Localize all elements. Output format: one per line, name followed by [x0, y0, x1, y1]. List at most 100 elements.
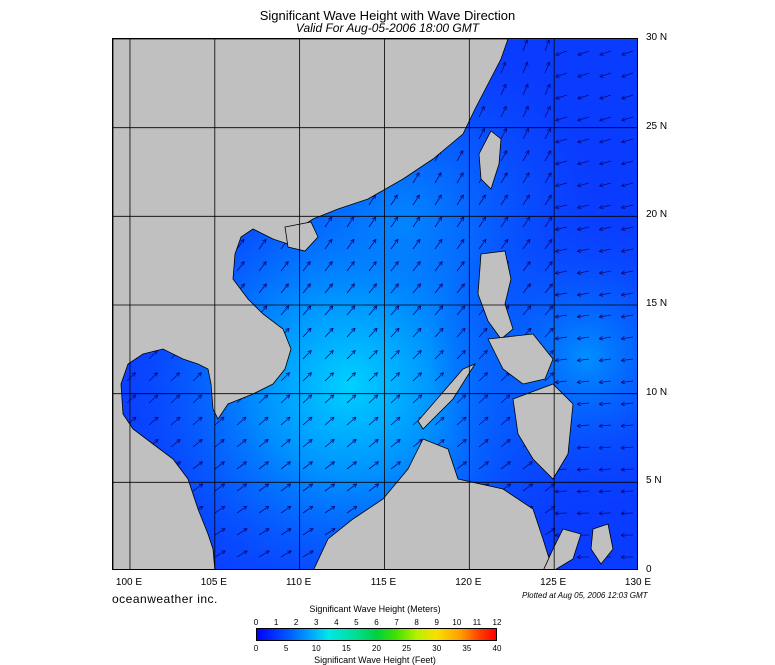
wave-arrow [412, 261, 421, 272]
wave-arrow [500, 216, 509, 228]
wave-arrow [554, 292, 568, 297]
wave-arrow [434, 238, 443, 250]
colorbar-tick-meters: 3 [314, 618, 319, 627]
wave-arrow [456, 394, 467, 404]
wave-arrow [258, 283, 267, 294]
wave-arrow [170, 416, 181, 426]
wave-arrow [576, 379, 590, 385]
wave-arrow [390, 261, 399, 272]
wave-arrow [577, 204, 590, 210]
wave-arrow [576, 314, 590, 319]
wave-arrow [576, 292, 590, 297]
wave-arrow [170, 372, 180, 382]
wave-arrow [390, 461, 401, 470]
wave-arrow [478, 238, 487, 250]
wave-arrow [621, 50, 634, 56]
wave-arrow [478, 327, 488, 338]
wave-arrow [456, 305, 466, 316]
wave-arrow [280, 416, 291, 426]
wave-arrow [412, 238, 421, 250]
wave-arrow [368, 349, 378, 360]
wave-arrow [324, 216, 333, 228]
wave-arrow [620, 511, 634, 516]
wave-arrow [236, 461, 247, 470]
wave-arrow [456, 439, 467, 448]
wave-arrow [621, 182, 634, 188]
wave-arrow [620, 379, 634, 385]
wave-arrow [620, 445, 634, 450]
longitude-label: 130 E [624, 577, 652, 588]
wave-arrow [390, 305, 400, 316]
wave-arrow [324, 505, 336, 514]
colorbar [256, 628, 497, 641]
colorbar-tick-meters: 7 [394, 618, 399, 627]
wave-arrow [412, 394, 423, 404]
wave-arrow [302, 439, 313, 448]
wave-arrow [434, 416, 445, 426]
wave-arrow [500, 416, 511, 426]
wave-arrow [280, 550, 292, 558]
colorbar-title-meters: Significant Wave Height (Meters) [309, 604, 441, 614]
wave-arrow [544, 238, 553, 250]
wave-arrow [620, 358, 634, 363]
wave-arrow [214, 550, 226, 558]
wave-arrow [412, 327, 422, 338]
wave-arrow [258, 261, 267, 272]
wave-arrow [555, 160, 568, 166]
colorbar-tick-meters: 10 [452, 618, 462, 627]
wave-arrow [620, 467, 634, 472]
wave-arrow [478, 394, 489, 404]
wave-arrow [544, 128, 551, 140]
land-borneo [313, 438, 553, 569]
wave-arrow [522, 216, 531, 228]
colorbar-tick-meters: 4 [334, 618, 339, 627]
colorbar-tick-meters: 5 [354, 618, 359, 627]
colorbar-tick-meters: 8 [414, 618, 419, 627]
wave-arrow [324, 439, 335, 448]
wave-arrow [214, 461, 225, 470]
wave-arrow [544, 105, 551, 118]
wave-arrow [192, 461, 203, 470]
wave-arrow [214, 528, 226, 536]
wave-arrow [522, 283, 531, 294]
wave-arrow [621, 72, 634, 78]
wave-arrow [576, 336, 590, 341]
wave-arrow [577, 160, 590, 166]
wave-arrow [576, 423, 590, 428]
wave-arrow [280, 461, 291, 470]
wave-arrow [346, 216, 355, 228]
wave-arrow [544, 261, 553, 272]
latitude-label: 15 N [646, 298, 668, 309]
map-title: Significant Wave Height with Wave Direct… [259, 8, 516, 23]
wave-arrow [544, 194, 552, 206]
wave-arrow [368, 372, 378, 382]
wave-arrow [554, 358, 568, 363]
wave-arrow [324, 372, 334, 382]
wave-arrow [236, 483, 248, 492]
wave-arrow [456, 349, 466, 360]
wave-arrow [620, 554, 634, 560]
wave-arrow [390, 394, 401, 404]
wave-arrow [522, 83, 529, 96]
wave-arrow [346, 483, 358, 492]
longitude-label: 120 E [455, 577, 482, 588]
wave-arrow [598, 467, 612, 472]
wave-arrow [126, 394, 137, 404]
wave-arrow [390, 216, 399, 228]
wave-arrow [576, 511, 590, 516]
colorbar-tick-meters: 12 [492, 618, 502, 627]
wave-arrow [346, 439, 357, 448]
wave-arrow [236, 505, 248, 514]
wave-arrow [456, 283, 465, 294]
colorbar-tick-feet: 25 [402, 644, 412, 653]
wave-arrow [192, 439, 203, 448]
wave-arrow [324, 327, 334, 338]
wave-arrow [599, 248, 612, 253]
wave-arrow [500, 105, 507, 118]
wave-arrow [434, 305, 444, 316]
wave-arrow [236, 261, 245, 272]
wave-arrow [500, 439, 511, 448]
wave-arrow [280, 394, 291, 404]
wave-arrow [346, 394, 357, 404]
wave-arrow [544, 283, 553, 294]
